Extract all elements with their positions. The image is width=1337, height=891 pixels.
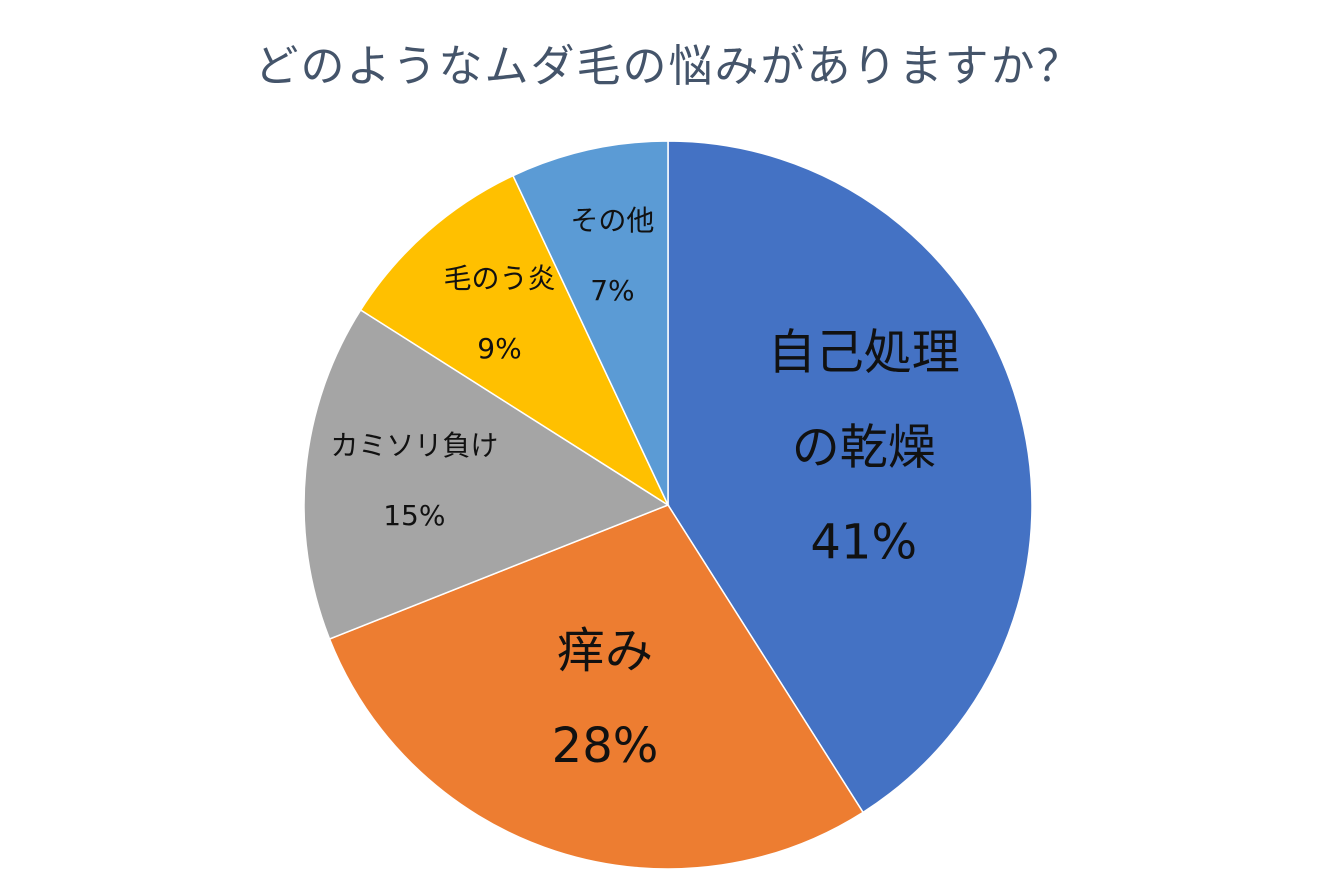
- pie-slice: [512, 140, 669, 506]
- category-label: その他: [570, 204, 655, 238]
- value-label: 28%: [551, 717, 659, 774]
- data-label: 自己処理の乾燥 41%: [764, 306, 964, 591]
- value-label: 15%: [383, 499, 446, 533]
- value-label: 9%: [477, 331, 522, 365]
- pie-slice: [303, 308, 670, 640]
- category-label: 毛のう炎: [443, 261, 556, 295]
- category-label: 痒み: [556, 622, 653, 679]
- value-label: 7%: [590, 274, 635, 308]
- pie-slice: [328, 504, 865, 870]
- data-label: 痒み 28%: [505, 604, 705, 794]
- data-label: カミソリ負け 15%: [284, 411, 544, 551]
- data-label: その他 7%: [482, 186, 742, 326]
- pie-slice: [359, 174, 670, 508]
- category-label: カミソリ負け: [330, 429, 499, 463]
- category-label: 自己処理の乾燥: [767, 324, 960, 476]
- data-label: 毛のう炎 9%: [369, 244, 629, 384]
- value-label: 41%: [810, 514, 918, 571]
- pie-slice: [667, 140, 1033, 814]
- chart-title: どのようなムダ毛の悩みがありますか？: [254, 41, 1083, 92]
